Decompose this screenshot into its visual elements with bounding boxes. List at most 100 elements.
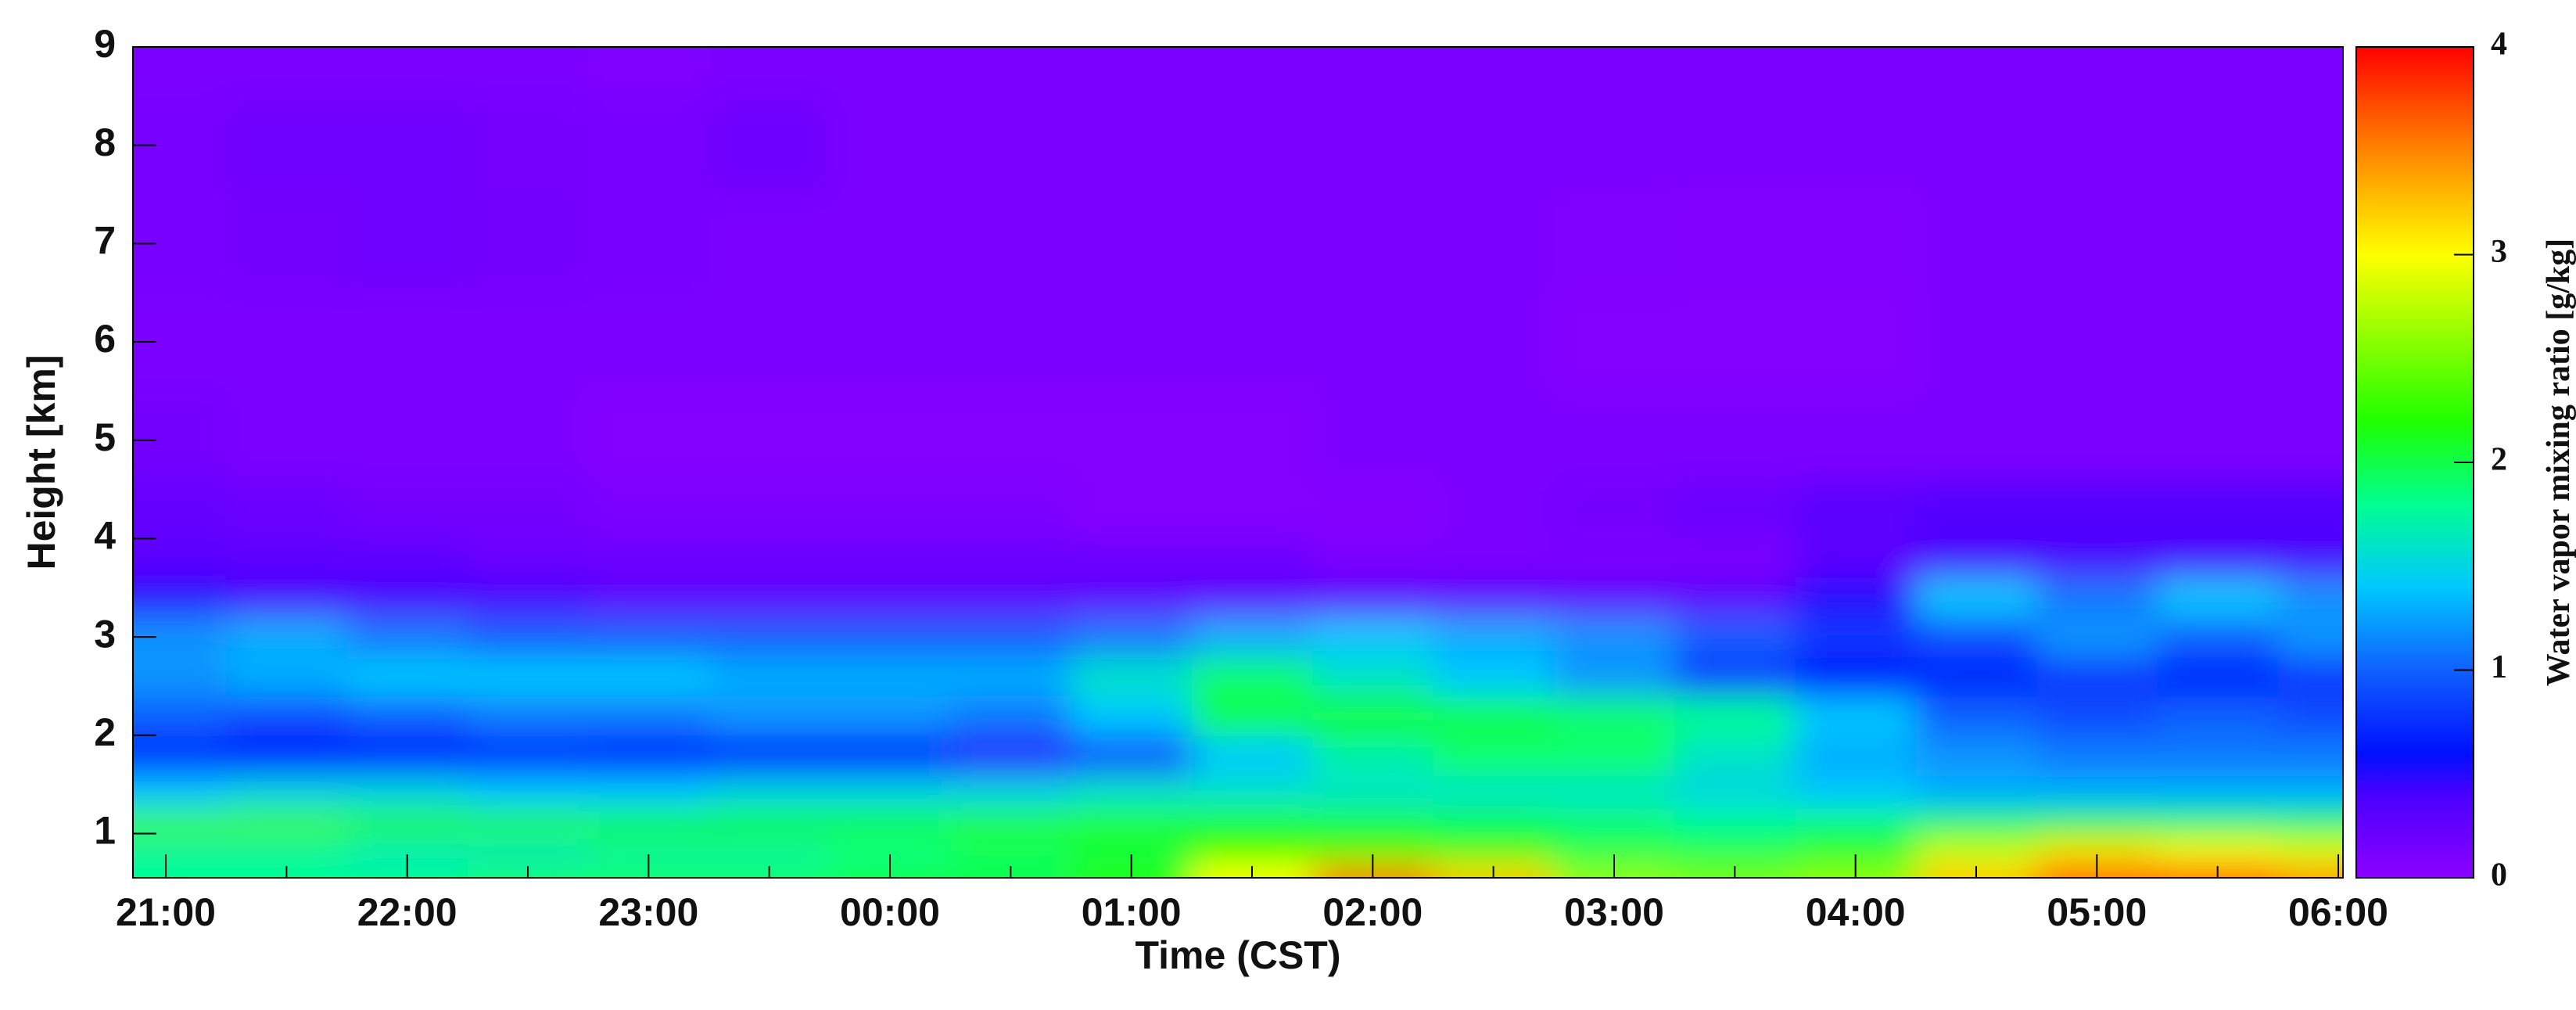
heatmap-cell xyxy=(2036,656,2158,697)
heatmap-cell xyxy=(950,538,1072,579)
heatmap-cell xyxy=(467,479,590,540)
heatmap-cell xyxy=(346,695,468,736)
heatmap-cell xyxy=(1312,809,1434,839)
heatmap-cell xyxy=(950,293,1072,392)
heatmap-cell xyxy=(588,390,710,480)
heatmap-cell xyxy=(226,47,348,97)
heatmap-cell xyxy=(467,95,590,196)
heatmap-cell xyxy=(1191,775,1314,811)
heatmap-cell xyxy=(709,735,831,776)
heatmap-cell xyxy=(346,656,468,697)
heatmap-cell xyxy=(829,735,952,776)
heatmap-cell xyxy=(467,390,590,480)
heatmap-cell xyxy=(1915,577,2038,618)
heatmap-cell xyxy=(709,775,831,811)
heatmap-cell xyxy=(1674,616,1796,658)
heatmap-cell xyxy=(1071,95,1193,196)
heatmap-cell xyxy=(346,47,468,97)
heatmap-cell xyxy=(2277,194,2343,294)
heatmap-cell xyxy=(950,735,1072,776)
heatmap-cell xyxy=(1433,838,1555,864)
plot-area xyxy=(133,47,2343,878)
heatmap-cell xyxy=(467,656,590,697)
heatmap-cell xyxy=(2036,809,2158,839)
y-tick-label: 3 xyxy=(94,612,116,656)
heatmap-cell xyxy=(1795,293,1917,392)
colorbar-tick-label: 3 xyxy=(2491,234,2507,270)
colorbar-tick-label: 4 xyxy=(2491,27,2507,63)
heatmap-cell xyxy=(1553,735,1676,776)
heatmap-cell xyxy=(467,809,590,839)
heatmap-cell xyxy=(1674,775,1796,811)
heatmap-cell xyxy=(1433,194,1555,294)
heatmap-cell xyxy=(1553,538,1676,579)
heatmap-cell xyxy=(588,538,710,579)
heatmap-cell xyxy=(2157,735,2279,776)
heatmap-cell xyxy=(1674,479,1796,540)
y-tick-label: 7 xyxy=(94,219,116,263)
heatmap-cell xyxy=(1071,775,1193,811)
heatmap-cell xyxy=(346,390,468,480)
heatmap-cell xyxy=(950,656,1072,697)
heatmap-cell xyxy=(1191,479,1314,540)
heatmap-cell xyxy=(133,863,228,878)
heatmap-cell xyxy=(1674,838,1796,864)
heatmap-cell xyxy=(226,479,348,540)
heatmap-cell xyxy=(1674,577,1796,618)
heatmap-cell xyxy=(1553,390,1676,480)
heatmap-cell xyxy=(1674,390,1796,480)
heatmap-cell xyxy=(226,390,348,480)
heatmap-cell xyxy=(1312,390,1434,480)
x-tick-label: 00:00 xyxy=(840,890,940,934)
x-tick-label: 23:00 xyxy=(598,890,698,934)
heatmap-cell xyxy=(709,390,831,480)
heatmap-cell xyxy=(226,838,348,864)
heatmap-cell xyxy=(709,538,831,579)
heatmap-cell xyxy=(1553,616,1676,658)
heatmap-cell xyxy=(133,838,228,864)
heatmap-cell xyxy=(829,809,952,839)
heatmap-cell xyxy=(1915,695,2038,736)
heatmap-cell xyxy=(950,695,1072,736)
heatmap-cell xyxy=(950,775,1072,811)
heatmap-cell xyxy=(467,194,590,294)
heatmap-cell xyxy=(2036,293,2158,392)
heatmap-cell xyxy=(829,538,952,579)
heatmap-cell xyxy=(709,838,831,864)
heatmap-cell xyxy=(709,293,831,392)
heatmap-cell xyxy=(2036,194,2158,294)
heatmap-cell xyxy=(467,293,590,392)
y-tick-label: 4 xyxy=(94,514,116,558)
colorbar-tick-label: 1 xyxy=(2491,649,2507,685)
heatmap-cell xyxy=(2157,656,2279,697)
heatmap-cell xyxy=(1553,95,1676,196)
heatmap-cell xyxy=(1433,577,1555,618)
heatmap-cell xyxy=(1674,809,1796,839)
heatmap-cell xyxy=(1795,390,1917,480)
heatmap-cell xyxy=(467,838,590,864)
heatmap-cell xyxy=(1915,656,2038,697)
heatmap-cell xyxy=(1674,194,1796,294)
heatmap-cell xyxy=(1071,390,1193,480)
heatmap-cell xyxy=(133,577,228,618)
heatmap-cell xyxy=(467,577,590,618)
heatmap-cell xyxy=(1553,809,1676,839)
heatmap-cell xyxy=(1312,616,1434,658)
heatmap-cell xyxy=(1795,538,1917,579)
heatmap-cell xyxy=(950,577,1072,618)
heatmap-cell xyxy=(226,577,348,618)
heatmap-cell xyxy=(1312,47,1434,97)
heatmap-cell xyxy=(1553,479,1676,540)
heatmap-cell xyxy=(346,95,468,196)
heatmap-cell xyxy=(2277,863,2343,878)
heatmap-cell xyxy=(1312,293,1434,392)
heatmap-cell xyxy=(2277,656,2343,697)
heatmap-cell xyxy=(709,47,831,97)
heatmap-cell xyxy=(2277,293,2343,392)
heatmap-cell xyxy=(133,47,228,97)
heatmap-cell xyxy=(133,479,228,540)
heatmap-cell xyxy=(1674,538,1796,579)
heatmap-cell xyxy=(588,194,710,294)
heatmap-cell xyxy=(2157,479,2279,540)
